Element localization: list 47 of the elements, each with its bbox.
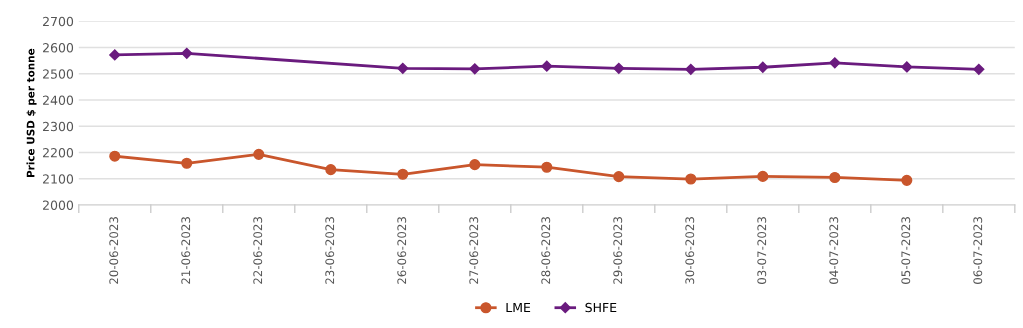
x-tick-label: 23-06-2023 (325, 217, 335, 284)
y-tick-label: 2200 (43, 147, 74, 158)
y-tick-label: 2600 (43, 43, 74, 53)
y-tick-label: 2100 (43, 174, 74, 184)
x-tick-label: 06-07-2023 (973, 217, 983, 284)
point (541, 161, 553, 173)
x-tick-label: 03-07-2023 (757, 217, 767, 284)
point (253, 148, 265, 160)
y-tick-label: 2500 (43, 69, 74, 79)
x-tick-label: 04-07-2023 (829, 217, 839, 284)
point (397, 62, 409, 74)
point (757, 170, 769, 182)
y-tick-label: 2300 (43, 121, 74, 132)
point (901, 61, 913, 73)
point (829, 57, 841, 69)
x-tick-label: 28-06-2023 (541, 217, 551, 284)
point (901, 174, 913, 186)
x-tick-label: 29-06-2023 (613, 217, 623, 284)
x-tick-label: 05-07-2023 (901, 217, 911, 284)
legend-label: LME (506, 302, 531, 313)
point (757, 61, 769, 73)
point (181, 157, 193, 169)
point (685, 63, 697, 75)
y-axis-title: Price USD $ per tonne (26, 48, 37, 178)
y-tick-label: 2400 (43, 95, 74, 105)
point (109, 49, 121, 61)
legend-label: SHFE (585, 302, 617, 313)
point (613, 171, 625, 183)
y-tick-label: 2700 (43, 16, 74, 27)
x-tick-label: 20-06-2023 (109, 217, 119, 284)
x-tick-label: 22-06-2023 (253, 217, 263, 284)
x-tick-label: 27-06-2023 (469, 217, 479, 284)
y-tick-label: 2000 (43, 200, 74, 210)
point (829, 171, 841, 184)
point (397, 168, 409, 180)
point (325, 164, 337, 176)
point (685, 173, 697, 185)
point (469, 63, 481, 75)
x-tick-label: 26-06-2023 (397, 217, 407, 284)
point (109, 150, 121, 162)
point (181, 47, 193, 59)
point (469, 159, 481, 171)
point (541, 60, 553, 72)
point (973, 63, 985, 75)
x-tick-label: 21-06-2023 (181, 217, 191, 284)
point (613, 62, 625, 74)
x-tick-label: 30-06-2023 (685, 217, 695, 284)
